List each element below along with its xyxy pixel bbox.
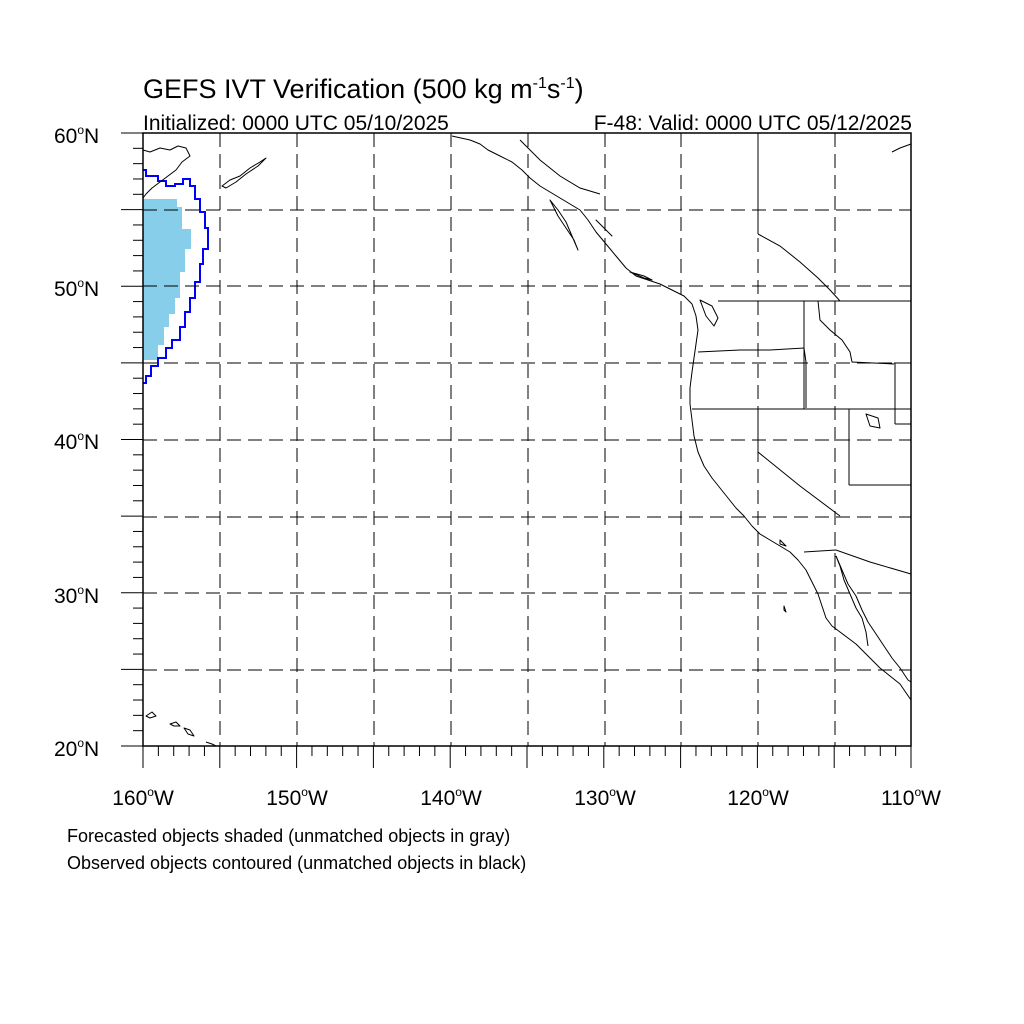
lat-label: 50oN (54, 276, 99, 301)
forecast-object-shaded (143, 199, 191, 360)
observed-object-contour (143, 169, 209, 384)
lon-label: 120oW (727, 785, 789, 810)
longitude-labels: 160oW 150oW 140oW 130oW 120oW 110oW (112, 785, 941, 810)
graticule (143, 133, 911, 746)
lon-label: 160oW (112, 785, 174, 810)
caption-observed: Observed objects contoured (unmatched ob… (67, 853, 527, 873)
lat-label: 20oN (54, 736, 99, 761)
lat-label: 60oN (54, 123, 99, 148)
coastlines (142, 135, 912, 747)
latitude-labels: 60oN 50oN 40oN 30oN 20oN (54, 123, 99, 761)
lat-label: 30oN (54, 583, 99, 608)
lon-label: 150oW (266, 785, 328, 810)
lon-label: 130oW (574, 785, 636, 810)
init-time-label: Initialized: 0000 UTC 05/10/2025 (143, 112, 449, 135)
lon-label: 110oW (881, 785, 941, 810)
valid-time-label: F-48: Valid: 0000 UTC 05/12/2025 (594, 112, 912, 135)
lon-label: 140oW (420, 785, 482, 810)
political-boundaries (519, 133, 912, 575)
caption-forecast: Forecasted objects shaded (unmatched obj… (67, 826, 511, 846)
axis-ticks (121, 132, 912, 768)
map-title: GEFS IVT Verification (500 kg m-1s-1) (143, 74, 584, 104)
lat-label: 40oN (54, 429, 99, 454)
